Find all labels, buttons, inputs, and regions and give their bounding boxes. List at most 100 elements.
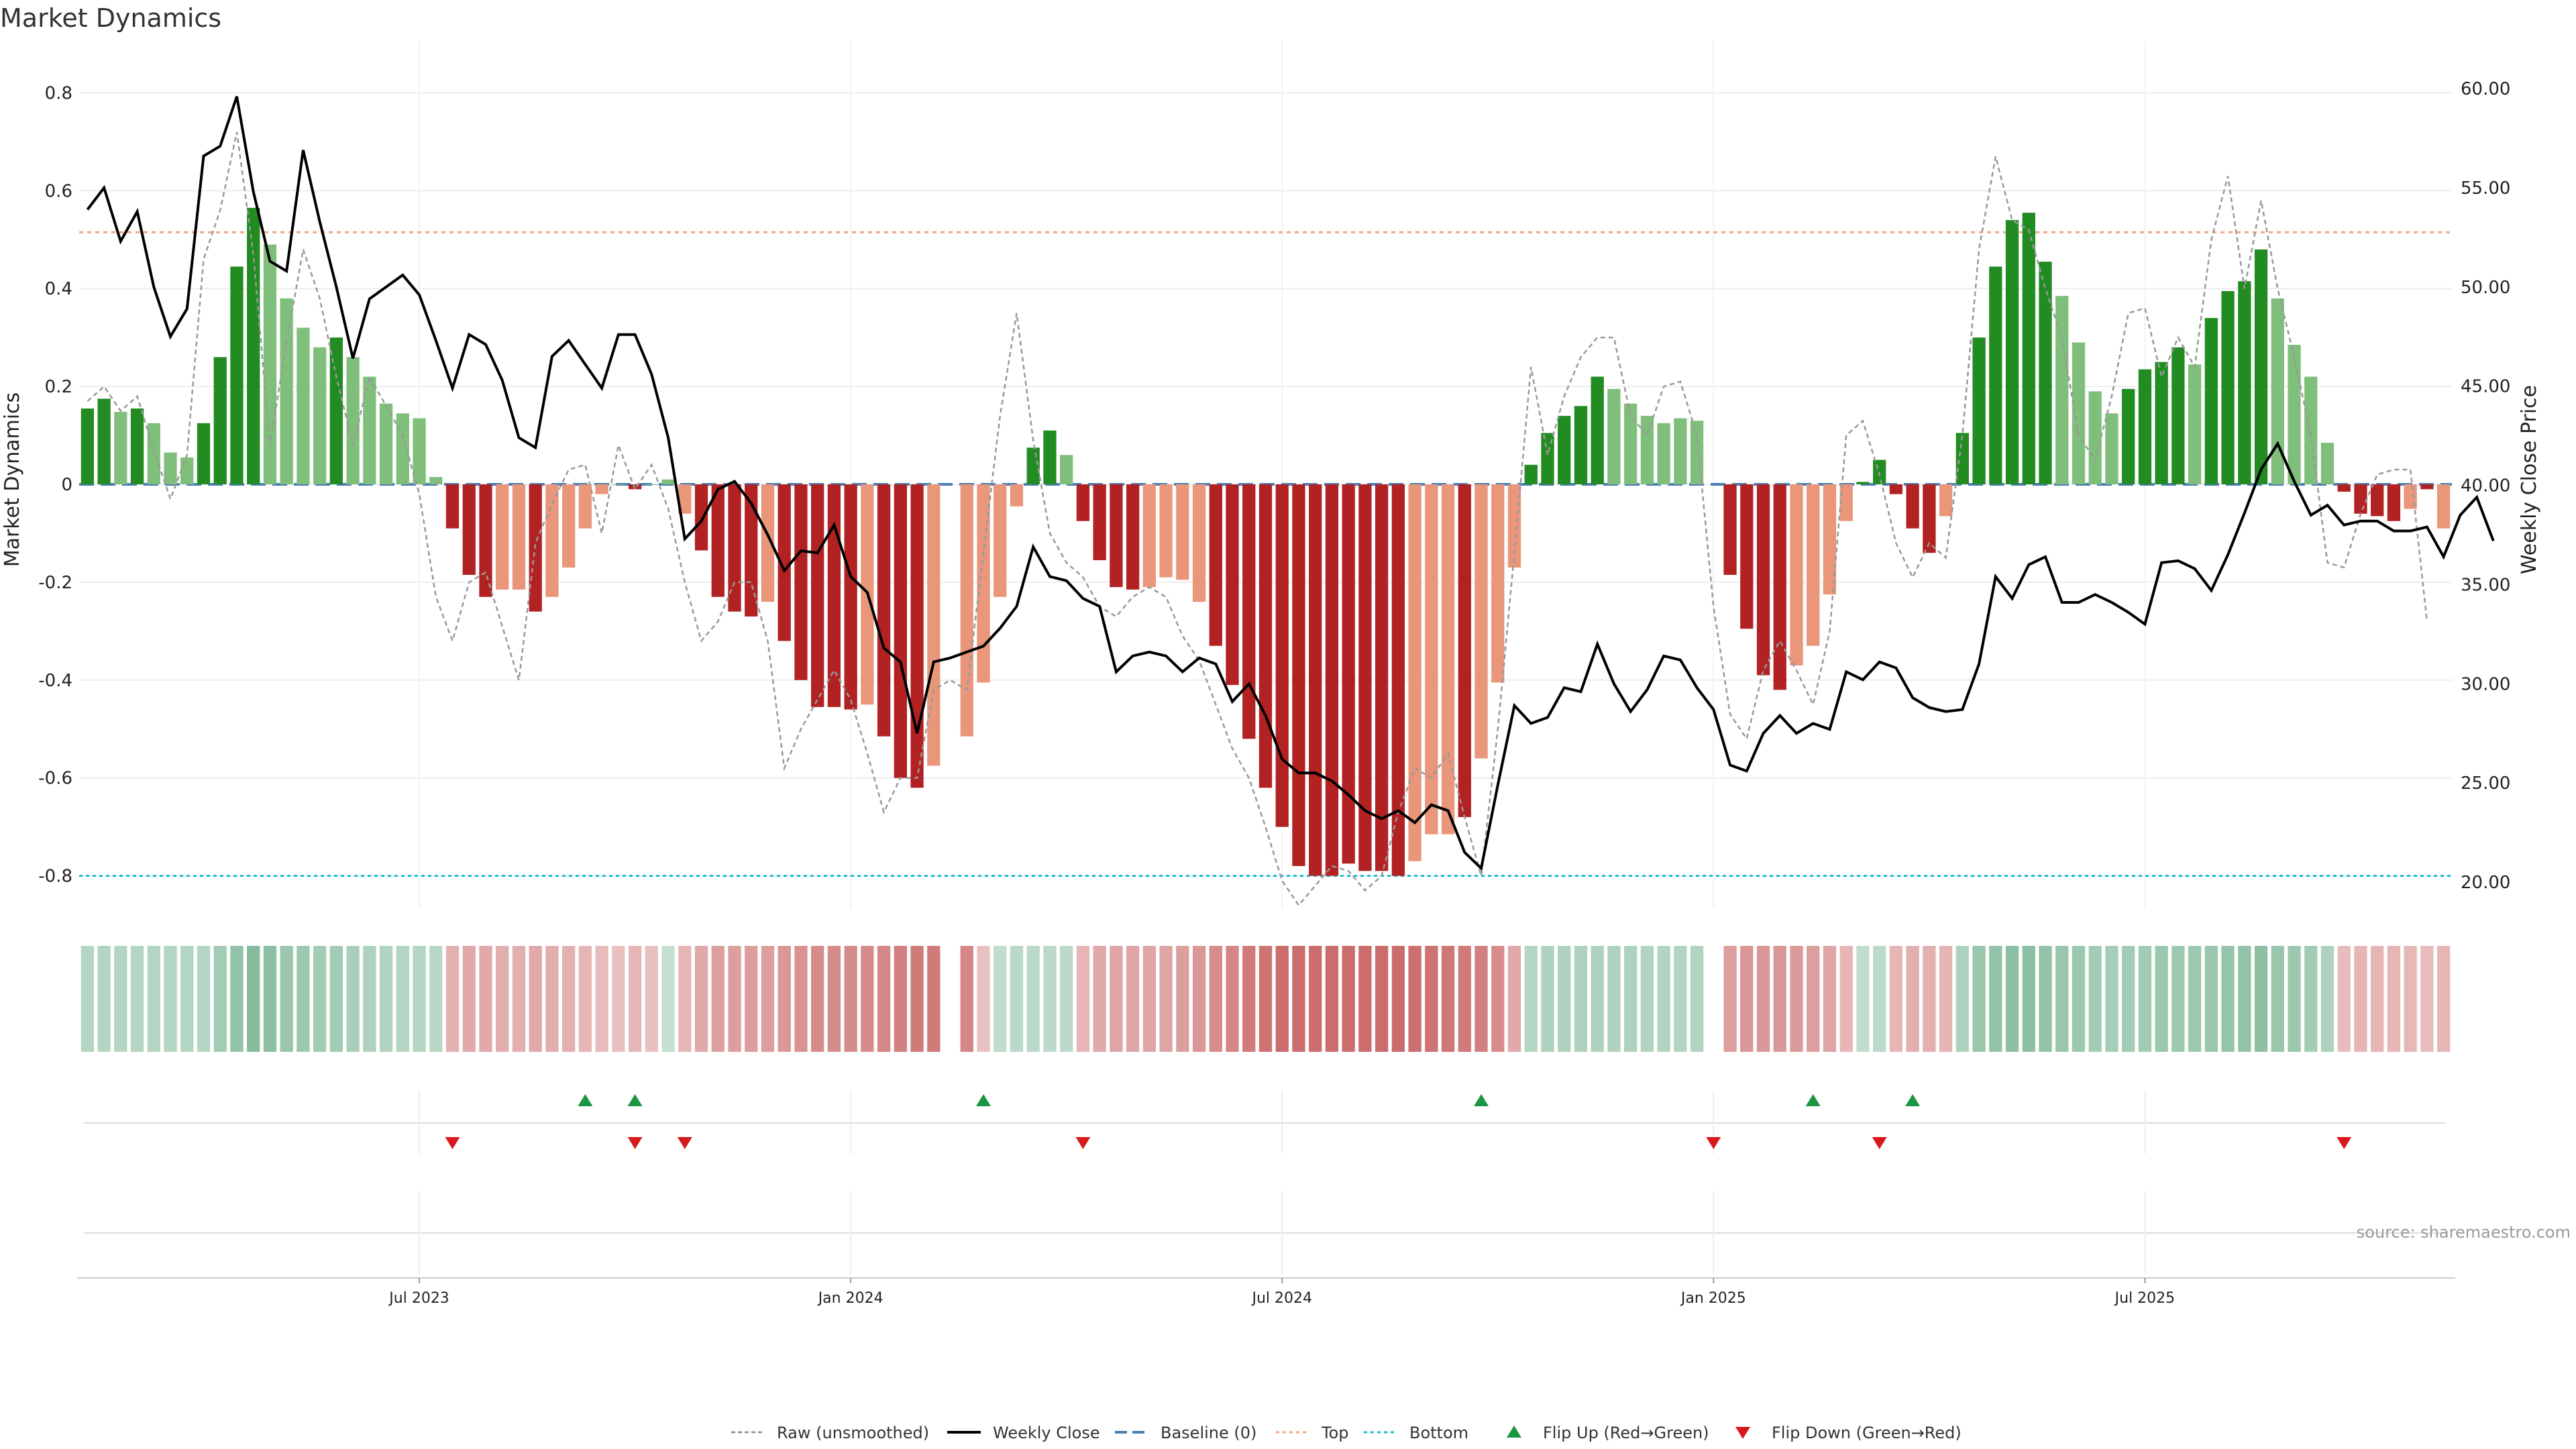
regime-cell — [545, 946, 559, 1052]
regime-cell — [1955, 946, 1969, 1052]
legend-item-flipdown[interactable]: Flip Down (Green→Red) — [1735, 1424, 1962, 1442]
source-note: source: sharemaestro.com — [2357, 1223, 2571, 1242]
dynamics-bar — [1126, 484, 1140, 590]
dynamics-bar — [1275, 484, 1289, 827]
dynamics-bar — [1026, 447, 1040, 484]
regime-cell — [313, 946, 327, 1052]
regime-cell — [1624, 946, 1638, 1052]
dynamics-bar — [2204, 317, 2218, 484]
regime-cell — [2188, 946, 2202, 1052]
regime-cell — [794, 946, 808, 1052]
regime-cell — [612, 946, 625, 1052]
regime-cell — [2171, 946, 2185, 1052]
regime-cell — [910, 946, 924, 1052]
regime-cell — [1176, 946, 1189, 1052]
dynamics-bar — [1258, 484, 1273, 788]
regime-cell — [2221, 946, 2235, 1052]
dynamics-bar — [1209, 484, 1222, 646]
y2-tick-label: 60.00 — [2461, 79, 2510, 99]
dynamics-bar — [1740, 484, 1754, 629]
x-axis: Jul 2023 Jan 2024 Jul 2024 Jan 2025 Jul 2025 — [77, 1277, 2455, 1307]
legend-item-close[interactable]: Weekly Close — [947, 1424, 1100, 1442]
dynamics-bar — [1226, 484, 1239, 686]
dynamics-bar — [827, 484, 841, 707]
regime-cell — [2204, 946, 2218, 1052]
regime-cell — [1309, 946, 1322, 1052]
y-tick-label: -0.8 — [38, 867, 72, 887]
dynamics-bar — [313, 347, 327, 484]
dynamics-bar — [329, 337, 343, 484]
regime-cell — [678, 946, 692, 1052]
regime-cell — [429, 946, 443, 1052]
legend-item-raw[interactable]: Raw (unsmoothed) — [731, 1424, 929, 1442]
dynamics-bar — [197, 423, 211, 484]
legend-item-flipup[interactable]: Flip Up (Red→Green) — [1507, 1424, 1709, 1442]
dynamics-bar — [1607, 388, 1621, 484]
dynamics-bar — [1441, 484, 1455, 835]
dynamics-bar — [1989, 266, 2002, 484]
regime-cell — [1856, 946, 1870, 1052]
y2-tick-label: 30.00 — [2461, 674, 2510, 694]
regime-cell — [1110, 946, 1123, 1052]
dynamics-bar — [628, 484, 642, 490]
regime-cell — [1375, 946, 1389, 1052]
regime-cell — [994, 946, 1007, 1052]
y-tick-label: 0.2 — [45, 377, 72, 397]
dynamics-bar — [545, 484, 559, 597]
dynamics-bar — [413, 418, 426, 484]
dynamics-bar — [1342, 484, 1355, 864]
flip-up-marker — [1474, 1094, 1489, 1106]
dynamics-bar — [1823, 484, 1837, 595]
regime-cell — [694, 946, 708, 1052]
regime-cell — [2122, 946, 2135, 1052]
regime-cell — [1923, 946, 1936, 1052]
dynamics-bar — [1192, 484, 1206, 602]
raw-series — [87, 131, 2428, 907]
y-tick-label: 0.6 — [45, 181, 72, 201]
dynamics-bar — [379, 403, 393, 484]
regime-cell — [1773, 946, 1786, 1052]
regime-cell — [1358, 946, 1372, 1052]
regime-cell — [1474, 946, 1488, 1052]
dynamics-bar — [661, 479, 675, 484]
dynamics-bar — [595, 484, 608, 494]
legend-label: Top — [1321, 1424, 1349, 1442]
dynamics-bar — [2387, 484, 2401, 521]
regime-cell — [164, 946, 177, 1052]
dynamics-bar — [1093, 484, 1106, 561]
dynamics-bar — [1756, 484, 1770, 676]
y2-tick-label: 40.00 — [2461, 476, 2510, 496]
dynamics-bar — [894, 484, 907, 778]
legend-item-baseline[interactable]: Baseline (0) — [1115, 1424, 1256, 1442]
regime-cell — [247, 946, 260, 1052]
dynamics-bar — [1159, 484, 1173, 578]
flip-down-marker — [1075, 1137, 1091, 1149]
regime-cell — [1989, 946, 2002, 1052]
legend-item-bottom[interactable]: Bottom — [1364, 1424, 1468, 1442]
dynamics-bar — [1176, 484, 1189, 580]
flip-down-marker — [677, 1137, 692, 1149]
market-dynamics-bars — [80, 207, 2451, 876]
regime-cell — [529, 946, 542, 1052]
regime-cell — [80, 946, 95, 1052]
regime-cell — [1873, 946, 1886, 1052]
regime-cell — [462, 946, 476, 1052]
regime-cell — [1142, 946, 1157, 1052]
regime-cell — [1690, 946, 1704, 1052]
legend-item-top[interactable]: Top — [1276, 1424, 1349, 1442]
regime-cell — [728, 946, 741, 1052]
flip-down-marker — [627, 1137, 643, 1149]
x-tick-label: Jan 2025 — [1680, 1290, 1746, 1307]
regime-cell — [1640, 946, 1654, 1052]
dynamics-bar — [1524, 464, 1538, 484]
dynamics-bar — [994, 484, 1007, 597]
dynamics-bar — [445, 484, 460, 529]
y-tick-label: -0.4 — [38, 671, 72, 691]
dynamics-bar — [2436, 484, 2451, 529]
dynamics-bar — [1939, 484, 1953, 517]
flip-up-marker — [1805, 1094, 1821, 1106]
y-axis: 0.8 0.6 0.4 0.2 0 -0.2 -0.4 -0.6 -0.8 — [38, 83, 72, 886]
legend[interactable]: Raw (unsmoothed) Weekly Close Baseline (0)… — [731, 1424, 1962, 1442]
dynamics-bar — [877, 484, 891, 737]
y2-axis-label: Weekly Close Price — [2518, 385, 2541, 574]
